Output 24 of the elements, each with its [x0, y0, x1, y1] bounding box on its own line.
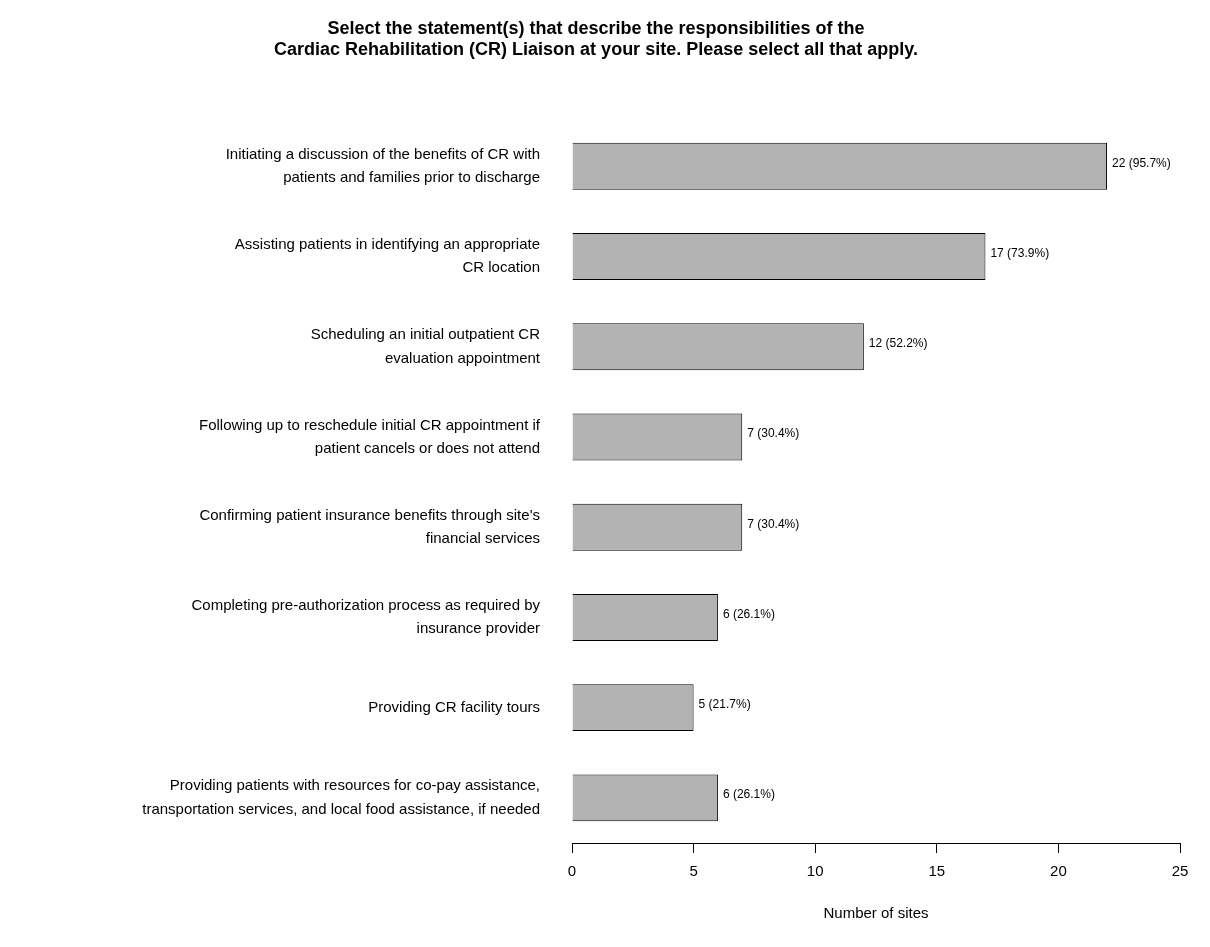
data-label: 17 (73.9%)	[990, 245, 1050, 260]
y-tick-label: Completing pre-authorization process as required by insurance provider	[191, 595, 541, 637]
data-label: 5 (21.7%)	[698, 696, 751, 711]
x-axis-title: Number of sites	[823, 904, 929, 922]
y-tick-label: Providing patients with resources for co-pay assistance, transportation services, and local food assistance, if needed	[142, 776, 540, 817]
y-tick-label: Assisting patients in identifying an appropriate CR location	[234, 235, 540, 276]
x-tick-label: 5	[689, 862, 698, 880]
y-tick-label: Following up to reschedule initial CR appointment if patient cancels or does not attend	[198, 415, 541, 456]
x-tick-label: 20	[1050, 862, 1067, 880]
y-tick-label: Scheduling an initial outpatient CR evaluation appointment	[310, 325, 541, 366]
y-tick-label: Confirming patient insurance benefits through site's financial services	[199, 505, 540, 546]
x-tick-label: 0	[567, 862, 577, 880]
chart-title: Select the statement(s) that describe the responsibilities of the Cardiac Rehabilitation (CR) Liaison at your site. Please select all that apply.	[274, 17, 918, 60]
x-tick-label: 10	[806, 862, 824, 880]
data-label: 12 (52.2%)	[868, 336, 928, 351]
data-label: 6 (26.1%)	[722, 787, 775, 802]
data-label: 7 (30.4%)	[747, 426, 800, 441]
y-tick-label: Initiating a discussion of the benefits of CR with patients and families prior to discharge	[225, 144, 540, 186]
x-tick-label: 15	[928, 862, 946, 880]
data-label: 22 (95.7%)	[1112, 155, 1171, 170]
x-tick-label: 25	[1171, 862, 1189, 880]
y-tick-label: Providing CR facility tours	[368, 697, 540, 715]
data-label: 6 (26.1%)	[722, 606, 775, 621]
data-label: 7 (30.4%)	[747, 516, 800, 531]
